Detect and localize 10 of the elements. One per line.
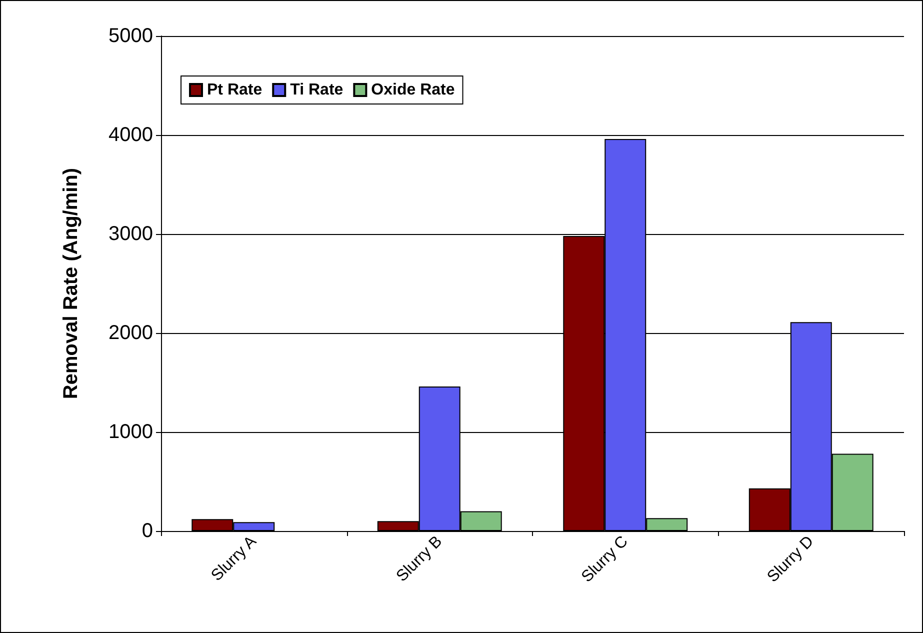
y-tick-label: 2000: [108, 322, 153, 344]
legend-label: Pt Rate: [207, 82, 262, 98]
legend-label: Oxide Rate: [371, 82, 455, 98]
y-tick-label: 5000: [108, 25, 153, 47]
y-tick-label: 0: [142, 520, 153, 542]
y-tick-label: 1000: [108, 421, 153, 443]
y-tick-label: 3000: [108, 223, 153, 245]
y-tick-label: 4000: [108, 124, 153, 146]
y-axis-title: Removal Rate (Ang/min): [60, 168, 82, 400]
legend-label: Ti Rate: [290, 82, 344, 98]
